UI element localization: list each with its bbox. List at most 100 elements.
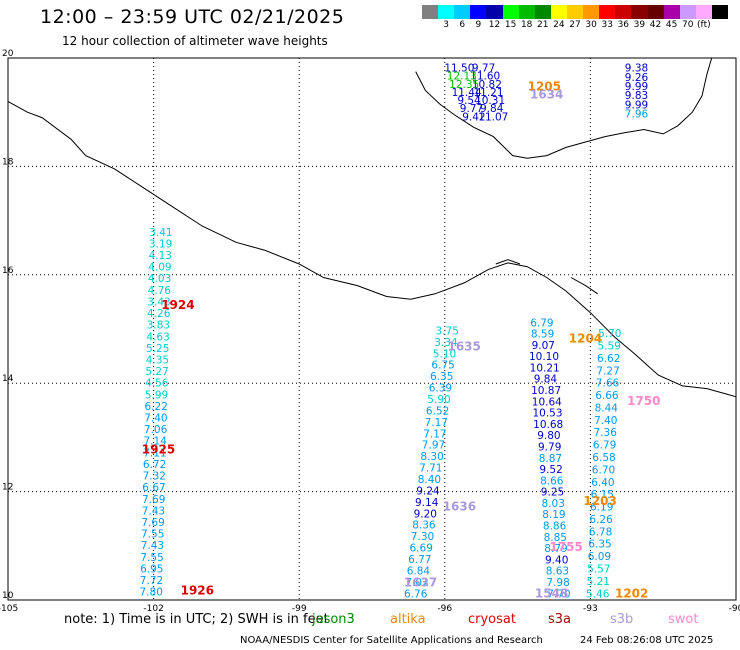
wave-height-value: 8.44 — [595, 403, 619, 415]
wave-height-value: 4.03 — [148, 273, 171, 285]
wave-height-value: 7.72 — [140, 575, 163, 587]
wave-height-value: 5.27 — [145, 366, 168, 378]
colorbar-label: 42 — [649, 20, 662, 30]
wave-height-value: 7.71 — [419, 463, 442, 475]
colorbar-swatch — [534, 5, 551, 19]
colorbar-swatch — [438, 5, 455, 19]
wave-height-value: 7.80 — [140, 587, 163, 599]
wave-height-value: 10.21 — [530, 363, 560, 375]
wave-height-value: 6.15 — [591, 489, 614, 501]
track-1926-label: 1926 — [181, 584, 214, 598]
wave-height-value: 4.63 — [146, 331, 169, 343]
wave-height-value: 9.99 — [625, 99, 648, 111]
wave-height-value: 7.17 — [423, 428, 446, 440]
wave-height-value: 8.79 — [544, 543, 567, 555]
wave-height-value: 11.44 — [452, 87, 482, 99]
colorbar-label: 27 — [569, 20, 581, 30]
wave-height-value: 9.25 — [541, 487, 564, 499]
map-frame — [7, 57, 737, 601]
wave-height-value: 9.83 — [625, 90, 648, 102]
wave-height-value: 8.66 — [540, 475, 564, 487]
wave-height-value: 7.32 — [143, 471, 166, 483]
wave-height-value: 6.22 — [145, 401, 168, 413]
wave-height-value: 9.77 — [472, 63, 495, 75]
wave-height-value: 6.35 — [588, 539, 611, 551]
wave-height-value: 10.82 — [472, 79, 502, 91]
wave-height-value: 8.19 — [542, 509, 565, 521]
wave-height-value: 5.25 — [146, 343, 169, 355]
wave-height-value: 10.31 — [475, 95, 505, 107]
wave-height-value: 3.75 — [436, 325, 459, 337]
track-1925-label: 1925 — [142, 443, 175, 457]
satellite-legend-altika: altika — [390, 612, 426, 627]
colorbar-swatch — [615, 5, 632, 19]
wave-height-value: 8.85 — [544, 532, 567, 544]
track-1755-label: 1755 — [549, 540, 582, 554]
wave-height-value: 7.02 — [405, 577, 428, 589]
wave-height-value: 9.99 — [625, 81, 648, 93]
wave-height-value: 11.50 — [444, 63, 474, 75]
colorbar-swatch — [502, 5, 519, 19]
wave-height-value: 8.87 — [539, 453, 562, 465]
wave-height-value: 9.52 — [539, 464, 562, 476]
wave-height-value: 7.14 — [144, 436, 168, 448]
wave-height-value: 4.09 — [148, 262, 171, 274]
wave-height-value: 10.64 — [532, 396, 562, 408]
wave-height-value: 6.75 — [431, 360, 454, 372]
wave-height-value: 7.97 — [422, 440, 445, 452]
wave-height-value: 8.40 — [418, 474, 441, 486]
track-1637-label: 1637 — [404, 576, 437, 590]
wave-height-value: 9.54 — [457, 95, 481, 107]
colorbar-label: 24 — [553, 20, 565, 30]
wave-height-value: 7.69 — [141, 517, 164, 529]
colorbar-label: 70 — [682, 20, 694, 30]
wave-height-value: 6.78 — [589, 526, 612, 538]
wave-height-value: 7.17 — [425, 417, 448, 429]
colorbar-swatch — [518, 5, 535, 19]
wave-height-value: 7.96 — [625, 109, 649, 121]
wave-height-value: 6.70 — [592, 464, 615, 476]
wave-height-value: 9.40 — [545, 554, 568, 566]
track-1203-label: 1203 — [583, 494, 616, 508]
wave-height-value: 4.56 — [145, 378, 169, 390]
wave-height-value: 5.21 — [587, 576, 610, 588]
wave-height-value: 8.59 — [531, 329, 554, 341]
colorbar-swatch — [631, 5, 648, 19]
wave-height-value: 4.13 — [149, 250, 172, 262]
wave-height-value: 7.43 — [142, 505, 165, 517]
gulf-coastline — [415, 57, 713, 159]
wave-height-value: 7.43 — [141, 540, 164, 552]
wave-height-value: 5.70 — [598, 328, 621, 340]
wave-height-value: 9.20 — [414, 508, 437, 520]
wave-height-value: 10.10 — [529, 351, 559, 363]
credit-text: NOAA/NESDIS Center for Satellite Applica… — [240, 635, 543, 646]
wave-height-value: 9.26 — [625, 72, 649, 84]
wave-height-value: 7.40 — [144, 413, 167, 425]
wave-height-value: 5.10 — [433, 348, 456, 360]
lat-tick-label: 18 — [2, 157, 14, 167]
wave-height-value: 9.84 — [534, 374, 558, 386]
wave-height-value: 6.79 — [593, 440, 616, 452]
track-time-label: 1924 — [161, 298, 194, 312]
wave-height-value: 4.76 — [148, 285, 172, 297]
colorbar-swatch — [599, 5, 616, 19]
wave-height-value: 6.19 — [590, 502, 613, 514]
wave-height-value: 7.40 — [594, 415, 617, 427]
colorbar-label: 6 — [459, 20, 466, 30]
colorbar-label: 15 — [504, 20, 517, 30]
colorbar-swatch — [454, 5, 471, 19]
wave-height-value: 6.84 — [407, 565, 431, 577]
wave-height-value: 10.53 — [532, 408, 562, 420]
wave-height-value: 3.34 — [434, 337, 458, 349]
colorbar-label: 18 — [520, 20, 533, 30]
wave-height-value: 5.59 — [598, 341, 621, 353]
footer-note: note: 1) Time is in UTC; 2) SWH is in fe… — [64, 612, 329, 627]
wave-height-value: 9.14 — [415, 497, 439, 509]
track-1548-label: 1548 — [535, 586, 568, 600]
wave-height-value: 3.19 — [149, 238, 172, 250]
colorbar-label: 12 — [488, 20, 501, 30]
wave-height-value: 7.69 — [142, 494, 165, 506]
colorbar-swatch — [679, 5, 696, 19]
wave-height-value: 6.35 — [430, 371, 453, 383]
